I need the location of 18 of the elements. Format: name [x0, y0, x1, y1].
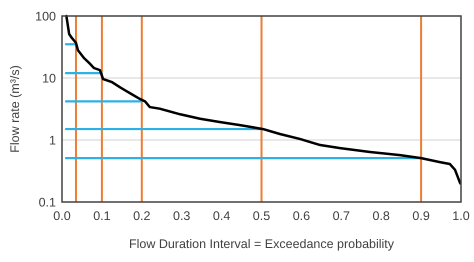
y-tick-label: 100 — [35, 9, 56, 24]
x-tick-label: 0.5 — [252, 209, 270, 223]
x-tick-label: 0.3 — [173, 209, 190, 223]
x-tick-label: 0.7 — [332, 209, 350, 223]
line-series — [65, 14, 462, 185]
x-tick-label: 0.8 — [372, 209, 390, 223]
y-tick-label: 10 — [42, 71, 56, 86]
x-tick-label: 0.1 — [93, 209, 111, 223]
x-tick-label: 0.0 — [53, 209, 71, 223]
x-tick-label: 1.0 — [452, 209, 470, 223]
y-axis-title: Flow rate (m³/s) — [8, 65, 22, 153]
y-tick-label: 0.1 — [38, 195, 56, 210]
x-tick-label: 0.2 — [133, 209, 151, 223]
x-axis-title: Flow Duration Interval = Exceedance probability — [128, 237, 395, 251]
x-tick-label: 0.9 — [412, 209, 430, 223]
y-tick-label: 1 — [49, 133, 56, 148]
x-tick-label: 0.6 — [292, 209, 310, 223]
x-tick-label: 0.4 — [212, 209, 230, 223]
